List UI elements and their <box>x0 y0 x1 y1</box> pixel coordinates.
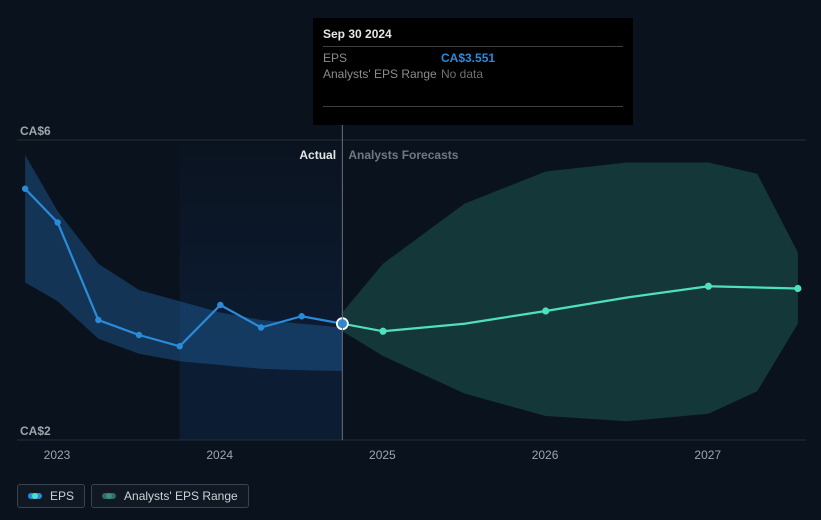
section-label-actual: Actual <box>299 148 336 162</box>
legend-label-range: Analysts' EPS Range <box>124 489 238 503</box>
tooltip-date: Sep 30 2024 <box>323 26 623 47</box>
x-axis-tick: 2023 <box>44 448 71 462</box>
x-axis-tick: 2026 <box>532 448 559 462</box>
x-axis-tick: 2027 <box>694 448 721 462</box>
tooltip-eps-value: CA$3.551 <box>441 50 495 66</box>
y-axis-label-bottom: CA$2 <box>20 424 51 438</box>
legend-swatch-range <box>102 493 116 499</box>
tooltip-eps-label: EPS <box>323 50 441 66</box>
tooltip-range-value: No data <box>441 66 483 82</box>
y-axis-label-top: CA$6 <box>20 124 51 138</box>
chart-tooltip: Sep 30 2024 EPS CA$3.551 Analysts' EPS R… <box>313 18 633 125</box>
legend-swatch-eps <box>28 493 42 499</box>
tooltip-range-label: Analysts' EPS Range <box>323 66 441 82</box>
eps-forecast-chart: CA$6 CA$2 Actual Analysts Forecasts 2023… <box>0 0 821 520</box>
chart-legend: EPS Analysts' EPS Range <box>17 484 249 508</box>
legend-item-range[interactable]: Analysts' EPS Range <box>91 484 249 508</box>
section-label-forecast: Analysts Forecasts <box>348 148 458 162</box>
legend-label-eps: EPS <box>50 489 74 503</box>
x-axis-tick: 2025 <box>369 448 396 462</box>
x-axis-tick: 2024 <box>206 448 233 462</box>
legend-item-eps[interactable]: EPS <box>17 484 85 508</box>
